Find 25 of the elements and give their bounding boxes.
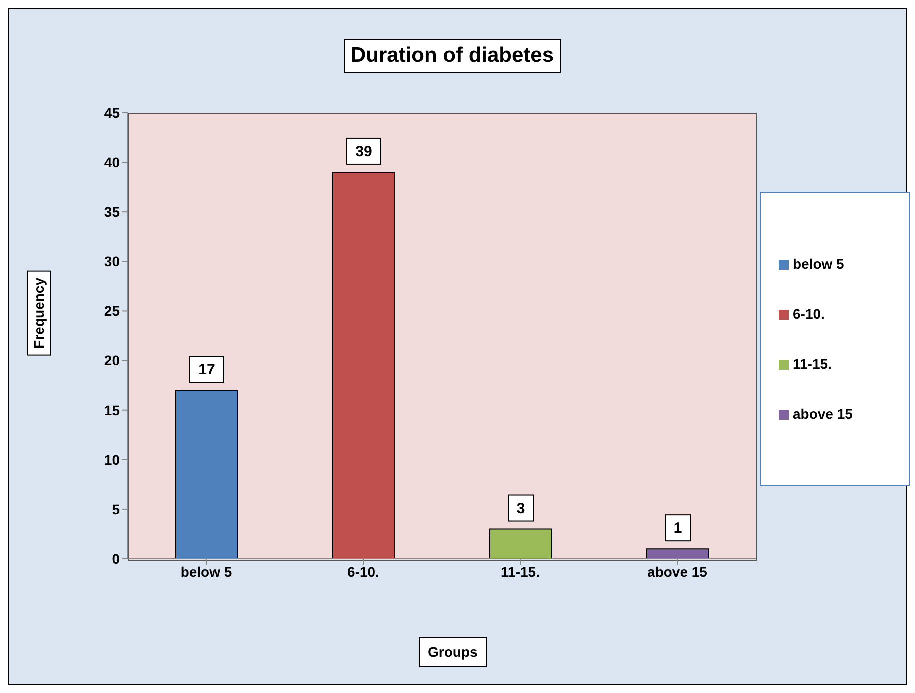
y-tick-label: 5 — [112, 501, 120, 518]
legend-label: 6-10. — [793, 306, 825, 322]
data-label: 3 — [516, 500, 526, 518]
y-tick-label: 10 — [104, 452, 120, 468]
y-tick-label: 25 — [104, 303, 120, 320]
y-tick-label: 20 — [104, 352, 120, 369]
y-tick-label: 35 — [104, 204, 120, 220]
y-tick-label: 45 — [104, 104, 120, 121]
x-tick-label: 11-15. — [501, 564, 540, 580]
data-label: 1 — [674, 520, 682, 538]
y-tick-label: 30 — [104, 254, 120, 270]
y-axis-title: Frequency — [27, 271, 51, 356]
legend-label: below 5 — [793, 256, 844, 272]
data-label: 17 — [198, 362, 216, 379]
y-tick-label: 40 — [104, 154, 120, 171]
x-axis-title: Groups — [419, 637, 487, 667]
data-label: 39 — [356, 143, 372, 160]
x-tick-label: above 15 — [648, 564, 708, 580]
x-tick-label: below 5 — [180, 564, 232, 580]
y-tick-label: 0 — [112, 550, 120, 567]
legend-label: 11-15. — [793, 356, 832, 372]
chart-title: Duration of diabetes — [344, 39, 562, 73]
x-tick-label: 6-10. — [348, 564, 380, 580]
y-tick-label: 15 — [104, 402, 120, 418]
legend-label: above 15 — [793, 406, 853, 422]
